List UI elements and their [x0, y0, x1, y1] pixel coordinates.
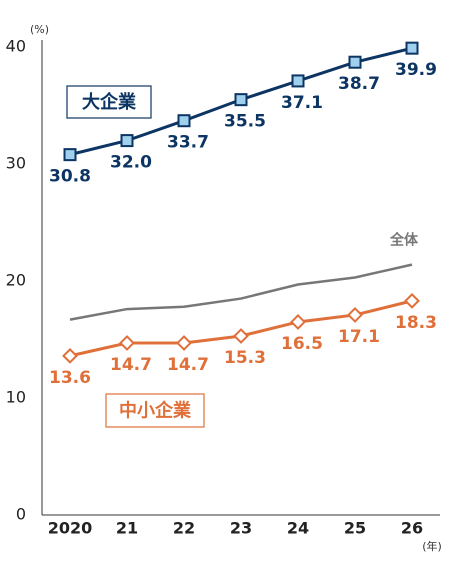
value-label: 33.7: [167, 133, 209, 153]
x-tick-label: 24: [287, 519, 309, 538]
x-tick-label: 23: [230, 519, 252, 538]
legend-box: [105, 393, 205, 428]
marker: [405, 41, 419, 55]
series-label: 全体: [389, 232, 419, 249]
series-line: [69, 263, 413, 321]
value-label: 37.1: [281, 93, 323, 113]
legend-box: [66, 85, 152, 119]
y-unit: (%): [30, 23, 49, 36]
y-tick-label: 20: [6, 271, 26, 290]
y-tick-label: 30: [6, 154, 26, 173]
x-tick-label: 25: [344, 519, 366, 538]
x-tick-label: 21: [116, 519, 138, 538]
value-label: 38.7: [338, 74, 380, 94]
value-label: 18.3: [395, 313, 437, 333]
x-tick-label: 22: [173, 519, 195, 538]
marker: [291, 74, 305, 88]
x-unit: (年): [422, 539, 442, 553]
value-label: 30.8: [49, 167, 91, 187]
x-tick-label: 26: [401, 519, 423, 538]
marker: [120, 134, 134, 148]
marker: [347, 307, 363, 323]
value-label: 14.7: [110, 355, 152, 375]
marker: [234, 93, 248, 107]
value-label: 32.0: [110, 153, 152, 173]
marker: [63, 148, 77, 162]
legend-label: 大企業: [82, 91, 137, 113]
marker: [176, 335, 192, 351]
marker: [233, 328, 249, 344]
value-label: 35.5: [224, 112, 266, 132]
value-label: 14.7: [167, 355, 209, 375]
y-tick-label: 0: [16, 505, 26, 524]
value-label: 17.1: [338, 327, 380, 347]
legend-label: 中小企業: [119, 400, 192, 422]
marker: [119, 335, 135, 351]
y-tick-label: 10: [6, 388, 26, 407]
marker: [62, 347, 78, 364]
value-label: 16.5: [281, 334, 323, 354]
marker: [290, 314, 306, 330]
marker: [177, 114, 191, 128]
y-tick-label: 40: [6, 37, 26, 56]
marker: [348, 55, 362, 69]
marker: [404, 292, 420, 309]
value-label: 39.9: [395, 60, 437, 80]
value-label: 15.3: [224, 348, 266, 368]
x-tick-label: 2020: [48, 519, 93, 538]
value-label: 13.6: [49, 368, 91, 388]
